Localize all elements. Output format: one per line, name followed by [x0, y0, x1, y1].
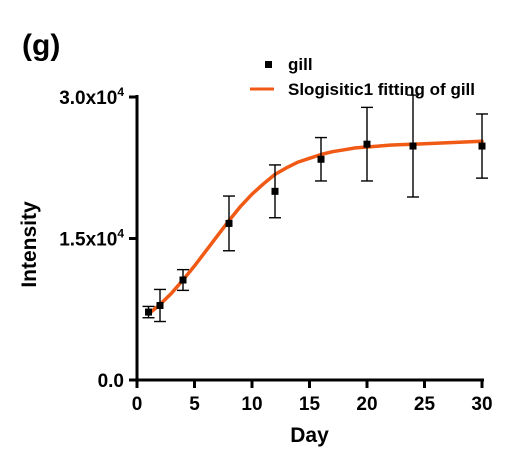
data-point: [271, 187, 279, 195]
y-axis-label: Intensity: [18, 201, 41, 288]
axes: [135, 95, 484, 382]
data-point: [478, 142, 486, 150]
y-tick-label: 0.0: [98, 371, 124, 392]
legend: gill Slogisitic1 fitting of gill: [250, 55, 475, 99]
fit-curve-line: [146, 139, 484, 316]
data-point: [363, 140, 371, 148]
x-tick-label: 5: [189, 394, 200, 415]
x-tick-label: 20: [356, 394, 377, 415]
panel-label: (g): [22, 29, 60, 62]
legend-label-fit: Slogisitic1 fitting of gill: [288, 80, 475, 99]
y-tick-label: 3.0x104: [59, 85, 124, 109]
x-tick-label: 0: [132, 394, 143, 415]
data-point: [225, 219, 233, 227]
x-axis-label: Day: [290, 424, 329, 447]
data-series: [142, 94, 488, 323]
y-axis-ticks: 0.0 1.5x104 3.0x104: [59, 85, 137, 392]
x-tick-label: 10: [241, 394, 262, 415]
x-tick-label: 30: [471, 394, 492, 415]
legend-marker-gill: [265, 61, 272, 68]
data-point: [156, 301, 164, 309]
data-point: [317, 155, 325, 163]
data-point: [409, 142, 417, 150]
data-point: [179, 276, 187, 284]
fit-series: [146, 139, 484, 316]
x-axis-ticks: 0 5 10 15 20 25 30: [132, 380, 493, 415]
x-tick-label: 25: [414, 394, 436, 415]
x-tick-label: 15: [299, 394, 321, 415]
y-tick-label: 1.5x104: [59, 227, 124, 251]
data-point: [145, 308, 152, 316]
legend-label-gill: gill: [288, 55, 313, 74]
